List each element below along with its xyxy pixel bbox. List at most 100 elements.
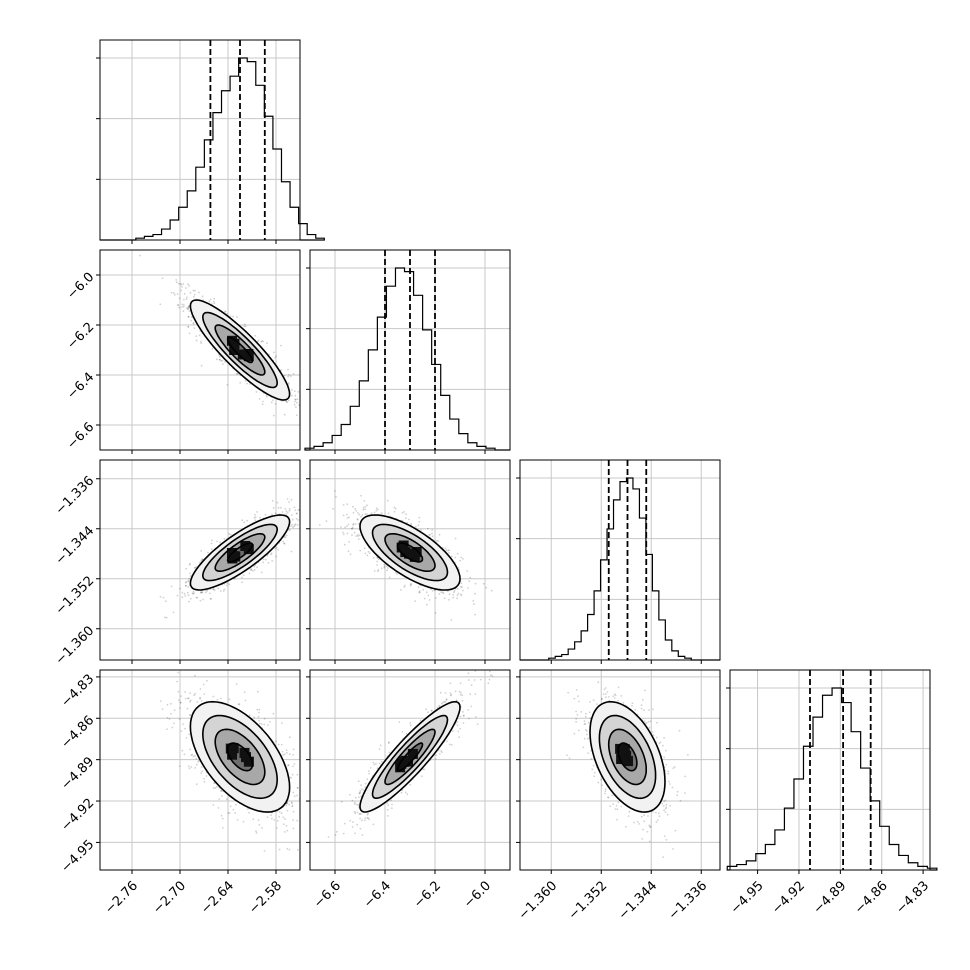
scatter-point <box>470 684 473 687</box>
scatter-point <box>418 520 421 523</box>
scatter-point <box>357 523 360 525</box>
scatter-point <box>462 714 465 717</box>
y-tick-label: −4.83 <box>59 672 98 711</box>
scatter-point <box>431 529 434 531</box>
scatter-point <box>584 722 587 725</box>
scatter-point <box>468 717 470 720</box>
scatter-point <box>252 818 255 821</box>
scatter-point <box>294 400 296 403</box>
scatter-point <box>189 291 192 294</box>
scatter-point <box>662 744 664 747</box>
panel-frame <box>519 669 721 871</box>
scatter-point <box>383 565 386 568</box>
scatter-point <box>361 819 363 822</box>
scatter-point <box>187 594 190 597</box>
scatter-point <box>469 693 472 696</box>
scatter-point <box>168 718 171 720</box>
scatter-point <box>347 550 350 553</box>
scatter-point <box>357 533 359 536</box>
scatter-point <box>658 812 660 815</box>
scatter-point <box>671 786 674 789</box>
scatter-point <box>194 289 196 292</box>
scatter-point <box>289 776 291 779</box>
panel-frame <box>309 669 511 871</box>
scatter-point <box>270 814 272 816</box>
y-tick-label: −6.4 <box>64 370 97 403</box>
scatter-point <box>577 729 580 732</box>
scatter-point <box>277 548 279 551</box>
scatter-point <box>391 803 393 806</box>
scatter-point <box>592 699 595 701</box>
scatter-point <box>211 348 214 350</box>
scatter-point <box>183 304 185 306</box>
scatter-point <box>304 521 306 523</box>
scatter-point <box>658 742 661 745</box>
scatter-point <box>159 700 162 702</box>
scatter-point <box>286 752 288 754</box>
scatter-point <box>187 283 189 286</box>
scatter-point <box>189 714 192 717</box>
scatter-point <box>364 782 367 785</box>
scatter-point <box>612 695 615 697</box>
scatter-point <box>643 689 646 692</box>
scatter-point <box>589 717 592 719</box>
scatter-point <box>359 827 362 830</box>
scatter-point <box>363 500 366 502</box>
scatter-point <box>631 702 634 705</box>
scatter-point <box>672 848 674 850</box>
scatter-point <box>262 340 265 343</box>
scatter-point <box>404 791 407 794</box>
scatter-point <box>665 749 667 752</box>
scatter-point <box>649 720 652 723</box>
x-tick-label: −4.95 <box>728 878 767 917</box>
scatter-point <box>448 552 450 554</box>
scatter-point <box>601 784 603 787</box>
density-core <box>237 349 248 360</box>
scatter-point <box>366 504 368 507</box>
scatter-point <box>282 754 284 756</box>
scatter-point <box>474 716 477 718</box>
scatter-point <box>335 830 338 833</box>
scatter-point <box>431 590 434 592</box>
scatter-point <box>178 699 180 701</box>
scatter-point <box>291 394 293 397</box>
scatter-point <box>258 719 260 722</box>
scatter-point <box>342 531 344 534</box>
histogram-panel-4 <box>726 669 938 874</box>
scatter-point <box>364 505 367 508</box>
scatter-point <box>568 757 571 759</box>
scatter-point <box>643 720 646 723</box>
scatter-point <box>258 398 261 400</box>
scatter-point <box>403 511 405 513</box>
histogram-panel-1 <box>96 39 325 244</box>
scatter-point <box>187 697 190 700</box>
scatter-point <box>180 289 183 292</box>
scatter-point <box>620 805 623 808</box>
scatter-point <box>180 283 183 286</box>
scatter-point <box>220 789 223 792</box>
scatter-point <box>223 537 226 540</box>
scatter-point <box>255 830 257 833</box>
scatter-point <box>272 507 275 509</box>
scatter-point <box>255 832 258 834</box>
scatter-point <box>427 527 429 530</box>
contour-line <box>201 523 279 582</box>
scatter-point <box>274 356 277 359</box>
scatter-point <box>195 339 198 342</box>
scatter-point <box>678 729 681 732</box>
scatter-point <box>274 547 277 550</box>
scatter-point <box>360 784 363 786</box>
scatter-point <box>448 598 450 601</box>
scatter-point <box>202 683 205 686</box>
scatter-point <box>470 705 473 708</box>
scatter-point <box>188 310 191 312</box>
scatter-point <box>283 831 286 833</box>
scatter-point <box>665 763 668 766</box>
scatter-point <box>210 548 213 551</box>
scatter-point <box>351 799 354 802</box>
scatter-point <box>584 715 587 718</box>
scatter-point <box>286 809 289 812</box>
contour-line <box>607 728 647 786</box>
scatter-point <box>356 823 359 826</box>
scatter-point <box>375 507 378 510</box>
